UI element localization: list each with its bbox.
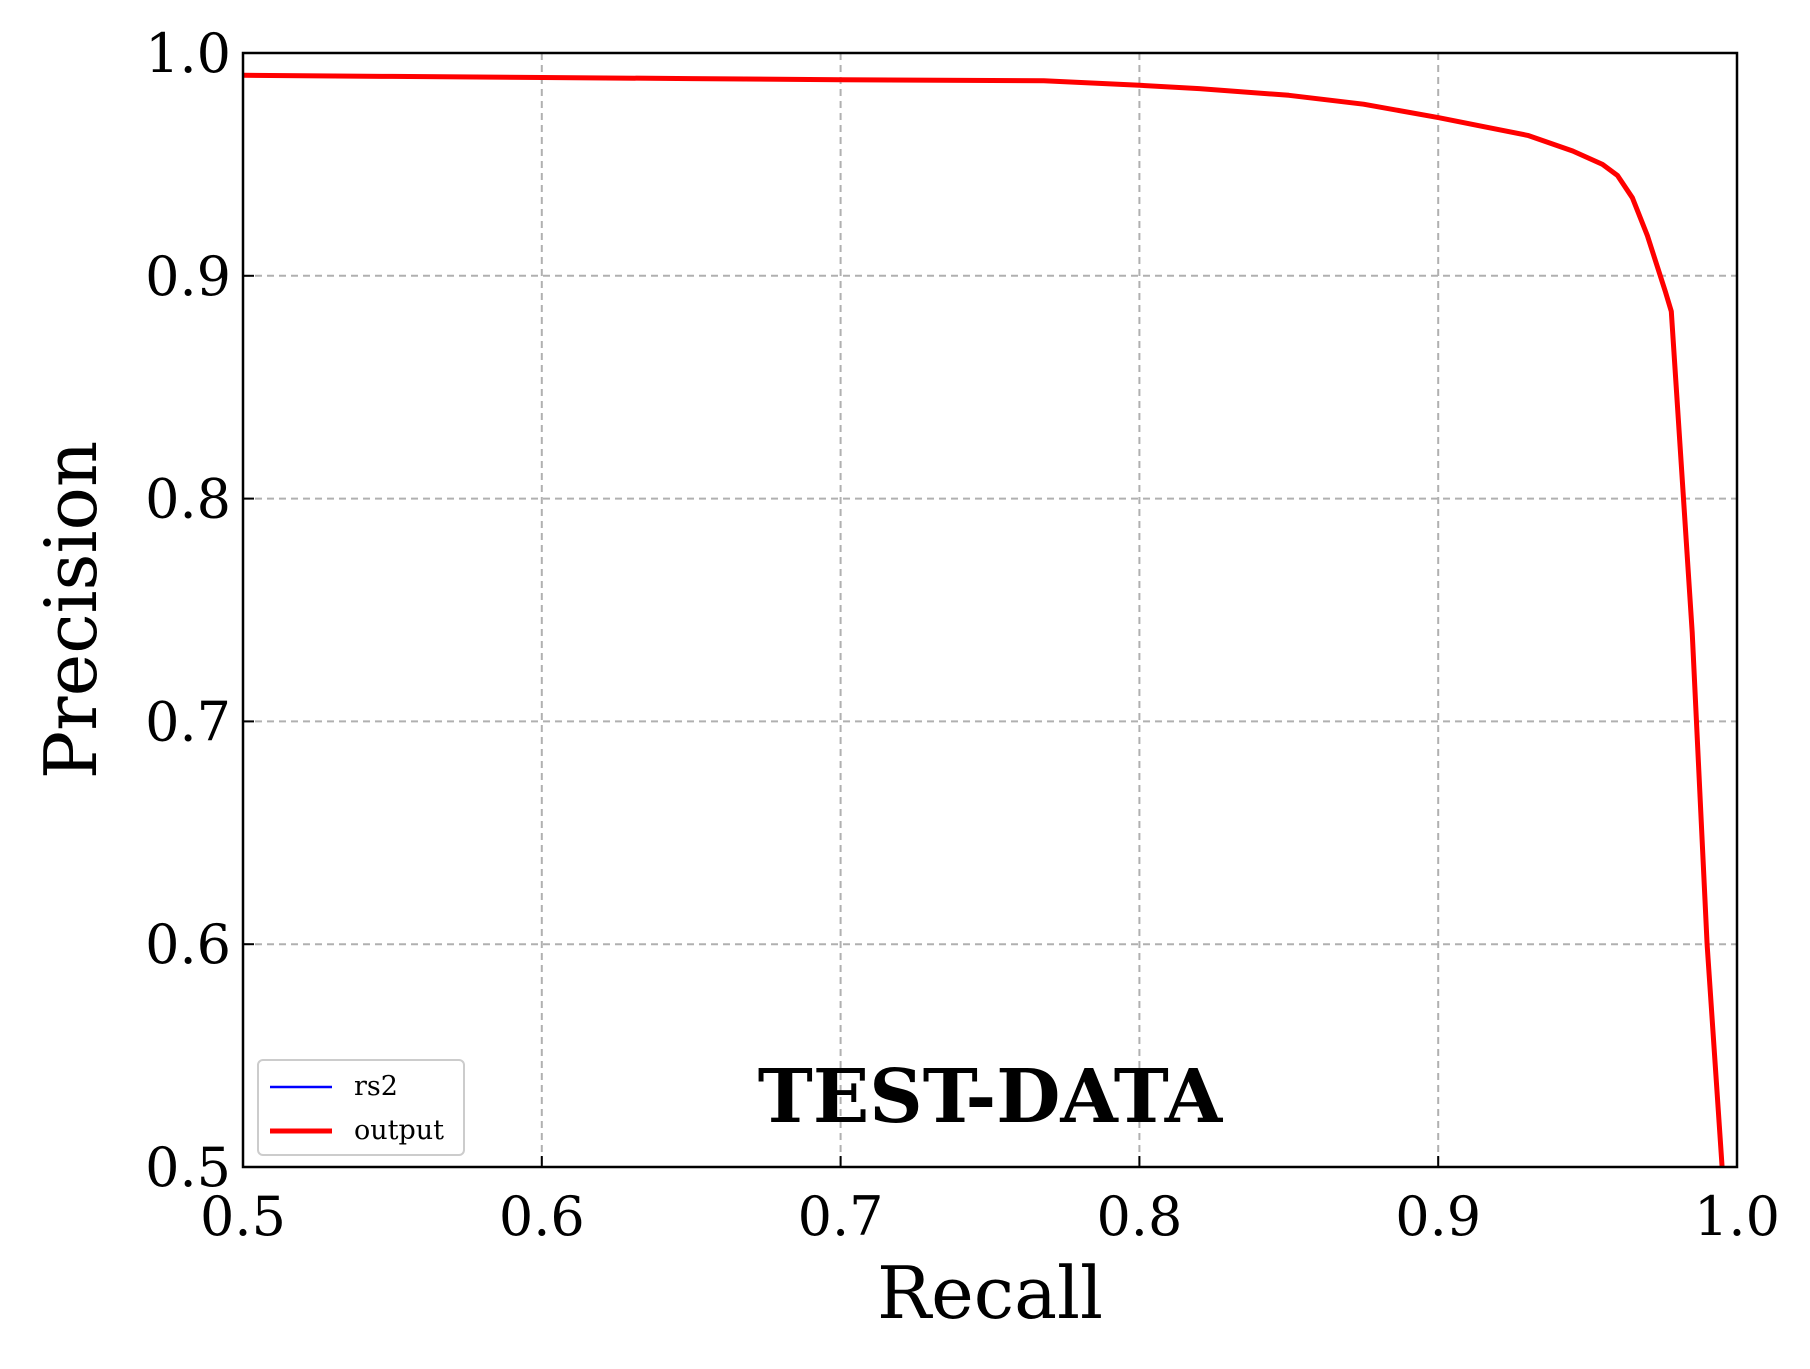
y-tick-label: 0.7 [145, 690, 231, 753]
grid [243, 53, 1737, 1167]
series-line-output [242, 72, 1725, 1168]
y-axis-label: Precision [29, 441, 113, 780]
axis-ticks: 0.5 0.6 0.7 0.8 0.9 1.0 0.5 0.6 0.7 0.8 0.9 1.0 [145, 22, 1780, 1248]
legend: rs2 output [257, 1059, 465, 1156]
y-tick-label: 0.9 [145, 245, 231, 308]
y-tick-label: 0.5 [145, 1136, 231, 1199]
x-tick-label: 1.0 [1694, 1185, 1780, 1248]
y-tick-label: 0.8 [145, 468, 231, 531]
x-tick-label: 0.6 [499, 1185, 585, 1248]
x-tick-label: 0.5 [200, 1185, 286, 1248]
legend-label-rs2: rs2 [354, 1071, 398, 1102]
x-tick-label: 0.9 [1395, 1185, 1481, 1248]
series-layer [242, 72, 1725, 1168]
y-tick-label: 1.0 [145, 22, 231, 85]
x-tick-label: 0.7 [798, 1185, 884, 1248]
plot-frame [241, 51, 1739, 1169]
annotation-text: TEST-DATA [758, 1054, 1224, 1140]
legend-label-output: output [354, 1115, 444, 1146]
y-tick-label: 0.6 [145, 913, 231, 976]
x-tick-label: 0.8 [1096, 1185, 1182, 1248]
x-axis-label: Recall [877, 1251, 1103, 1335]
